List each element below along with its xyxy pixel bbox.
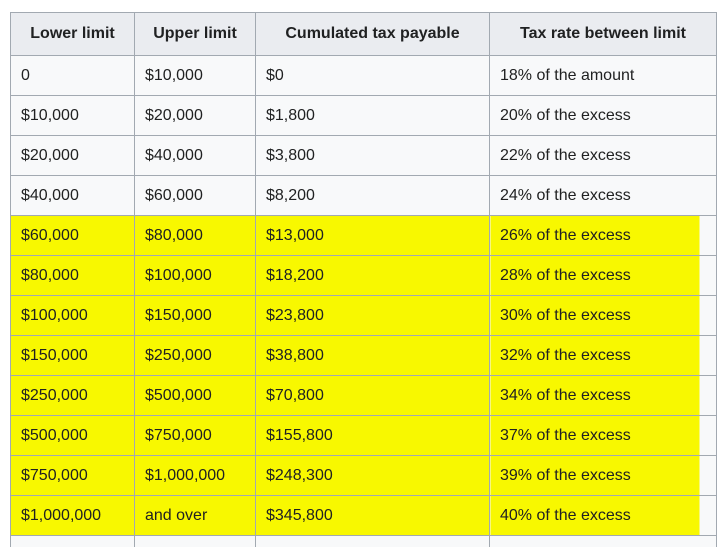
table-row: $10,000 $20,000 $1,800 20% of the excess: [10, 95, 717, 136]
cell-empty: [134, 535, 256, 547]
table-row-highlighted: $250,000 $500,000 $70,800 34% of the exc…: [10, 375, 717, 416]
cell-tax-rate: 34% of the excess: [489, 375, 717, 416]
table-body: 0 $10,000 $0 18% of the amount $10,000 $…: [10, 55, 717, 547]
cell-lower-limit: $60,000: [10, 215, 135, 256]
cell-cumulated-tax: $1,800: [255, 95, 490, 136]
cell-empty: [489, 535, 717, 547]
cell-tax-rate: 26% of the excess: [489, 215, 717, 256]
cell-lower-limit: $1,000,000: [10, 495, 135, 536]
cell-cumulated-tax: $3,800: [255, 135, 490, 176]
cell-cumulated-tax: $70,800: [255, 375, 490, 416]
cell-upper-limit: $500,000: [134, 375, 256, 416]
cell-tax-rate: 28% of the excess: [489, 255, 717, 296]
cell-tax-rate: 30% of the excess: [489, 295, 717, 336]
column-header-cumulated-tax-payable: Cumulated tax payable: [255, 12, 490, 56]
cell-lower-limit: $250,000: [10, 375, 135, 416]
cell-lower-limit: $40,000: [10, 175, 135, 216]
column-header-tax-rate-between-limit: Tax rate between limit: [489, 12, 717, 56]
table-row-highlighted: $750,000 $1,000,000 $248,300 39% of the …: [10, 455, 717, 496]
cell-lower-limit: $150,000: [10, 335, 135, 376]
cell-upper-limit: $10,000: [134, 55, 256, 96]
table-row-highlighted: $80,000 $100,000 $18,200 28% of the exce…: [10, 255, 717, 296]
cell-tax-rate: 20% of the excess: [489, 95, 717, 136]
cell-upper-limit: $150,000: [134, 295, 256, 336]
cell-cumulated-tax: $13,000: [255, 215, 490, 256]
cell-tax-rate: 32% of the excess: [489, 335, 717, 376]
table-row-highlighted: $150,000 $250,000 $38,800 32% of the exc…: [10, 335, 717, 376]
cell-upper-limit: $60,000: [134, 175, 256, 216]
table-row-highlighted: $500,000 $750,000 $155,800 37% of the ex…: [10, 415, 717, 456]
cell-cumulated-tax: $8,200: [255, 175, 490, 216]
cell-upper-limit: $20,000: [134, 95, 256, 136]
table-row: $40,000 $60,000 $8,200 24% of the excess: [10, 175, 717, 216]
cell-lower-limit: 0: [10, 55, 135, 96]
cell-cumulated-tax: $0: [255, 55, 490, 96]
table-row-highlighted: $1,000,000 and over $345,800 40% of the …: [10, 495, 717, 536]
column-header-upper-limit: Upper limit: [134, 12, 256, 56]
cell-upper-limit: $1,000,000: [134, 455, 256, 496]
header-row: Lower limit Upper limit Cumulated tax pa…: [10, 12, 717, 56]
cell-cumulated-tax: $345,800: [255, 495, 490, 536]
table-row-highlighted: $60,000 $80,000 $13,000 26% of the exces…: [10, 215, 717, 256]
cell-lower-limit: $80,000: [10, 255, 135, 296]
cell-lower-limit: $100,000: [10, 295, 135, 336]
cell-tax-rate: 37% of the excess: [489, 415, 717, 456]
table-row: 0 $10,000 $0 18% of the amount: [10, 55, 717, 96]
cell-tax-rate: 18% of the amount: [489, 55, 717, 96]
cell-cumulated-tax: $155,800: [255, 415, 490, 456]
cell-cumulated-tax: $248,300: [255, 455, 490, 496]
cell-empty: [255, 535, 490, 547]
cell-cumulated-tax: $23,800: [255, 295, 490, 336]
cell-cumulated-tax: $38,800: [255, 335, 490, 376]
cell-upper-limit: and over: [134, 495, 256, 536]
cell-cumulated-tax: $18,200: [255, 255, 490, 296]
cell-upper-limit: $80,000: [134, 215, 256, 256]
table-row: $20,000 $40,000 $3,800 22% of the excess: [10, 135, 717, 176]
cell-lower-limit: $500,000: [10, 415, 135, 456]
table-row-cutoff: [10, 535, 717, 547]
cell-lower-limit: $20,000: [10, 135, 135, 176]
cell-tax-rate: 39% of the excess: [489, 455, 717, 496]
cell-upper-limit: $40,000: [134, 135, 256, 176]
cell-tax-rate: 24% of the excess: [489, 175, 717, 216]
cell-tax-rate: 22% of the excess: [489, 135, 717, 176]
cell-upper-limit: $750,000: [134, 415, 256, 456]
cell-empty: [10, 535, 135, 547]
cell-lower-limit: $10,000: [10, 95, 135, 136]
cell-upper-limit: $100,000: [134, 255, 256, 296]
column-header-lower-limit: Lower limit: [10, 12, 135, 56]
tax-brackets-table: Lower limit Upper limit Cumulated tax pa…: [10, 12, 717, 547]
cell-upper-limit: $250,000: [134, 335, 256, 376]
cell-lower-limit: $750,000: [10, 455, 135, 496]
cell-tax-rate: 40% of the excess: [489, 495, 717, 536]
table-row-highlighted: $100,000 $150,000 $23,800 30% of the exc…: [10, 295, 717, 336]
